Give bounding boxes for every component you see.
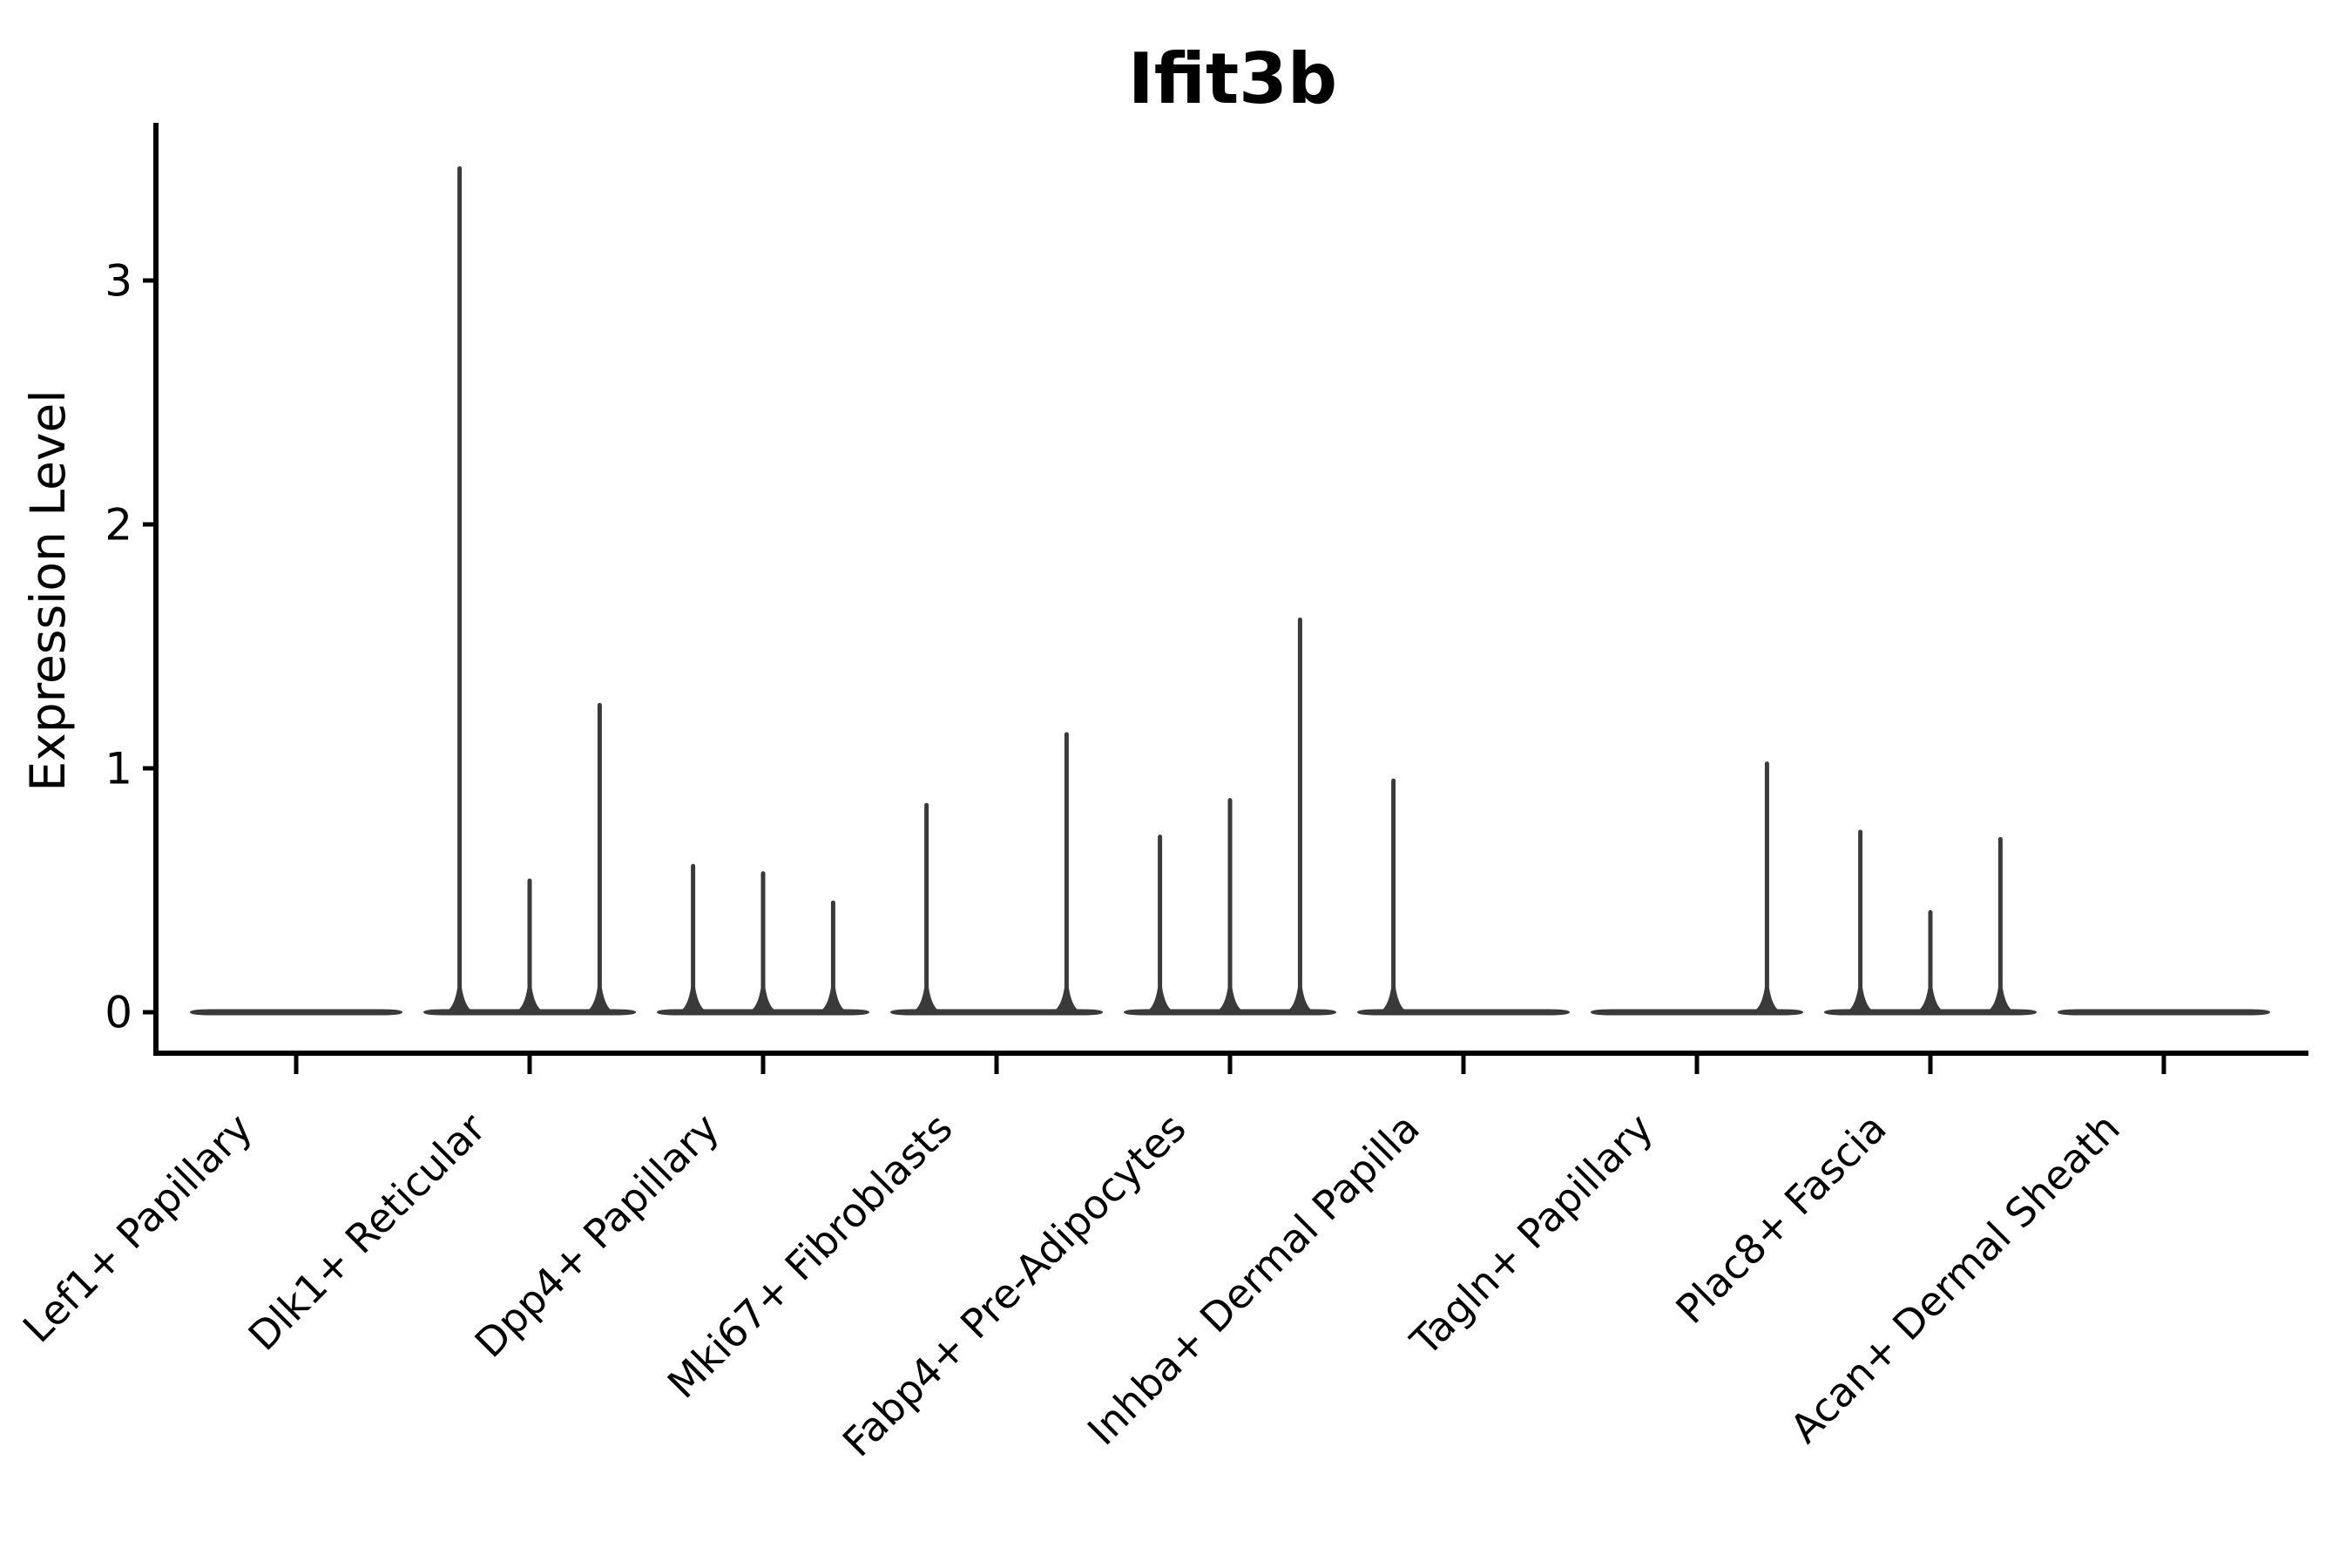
violin-baseline — [190, 1009, 402, 1016]
violin-spike-base — [517, 988, 542, 1010]
y-tick-label: 0 — [105, 988, 132, 1038]
violin-baseline — [657, 1009, 869, 1016]
violin-spike-base — [447, 988, 472, 1010]
chart-title: Ifit3b — [1128, 38, 1337, 119]
violin-spike-base — [1054, 988, 1079, 1010]
violin-spike-base — [587, 988, 612, 1010]
violin-spike-base — [1918, 988, 1943, 1010]
violin-baseline — [423, 1009, 636, 1016]
violin-spike-base — [751, 988, 775, 1010]
violin-spike-base — [680, 988, 706, 1010]
violin-spike-base — [1988, 988, 2013, 1010]
x-category-label: Plac8+ Fascia — [1666, 1105, 1895, 1333]
y-tick-label: 1 — [105, 744, 132, 794]
violin-baseline — [1124, 1009, 1336, 1016]
y-tick-label: 2 — [105, 500, 132, 551]
violin-baseline — [2058, 1009, 2270, 1016]
x-category-label: Lef1+ Papillary — [14, 1105, 261, 1352]
violin-baseline — [1591, 1009, 1803, 1016]
violin-spike-base — [1218, 988, 1242, 1010]
violin-baseline — [1357, 1009, 1570, 1016]
violin-spike-base — [821, 988, 846, 1010]
violin-spike-base — [1147, 988, 1173, 1010]
violin-spike-base — [1754, 988, 1780, 1010]
y-tick-label: 3 — [105, 256, 132, 307]
violin-baseline — [890, 1009, 1103, 1016]
violin-baseline — [1824, 1009, 2037, 1016]
x-category-label: Dlk1+ Reticular — [240, 1105, 495, 1360]
x-category-label: Dpp4+ Papillary — [466, 1105, 728, 1367]
violin-spike-base — [1848, 988, 1873, 1010]
y-axis-label: Expression Level — [20, 389, 76, 791]
violin-spike-base — [914, 988, 939, 1010]
violin-spike-base — [1381, 988, 1406, 1010]
x-category-label: Tagln+ Papillary — [1401, 1105, 1662, 1366]
violin-spike-base — [1288, 988, 1313, 1010]
